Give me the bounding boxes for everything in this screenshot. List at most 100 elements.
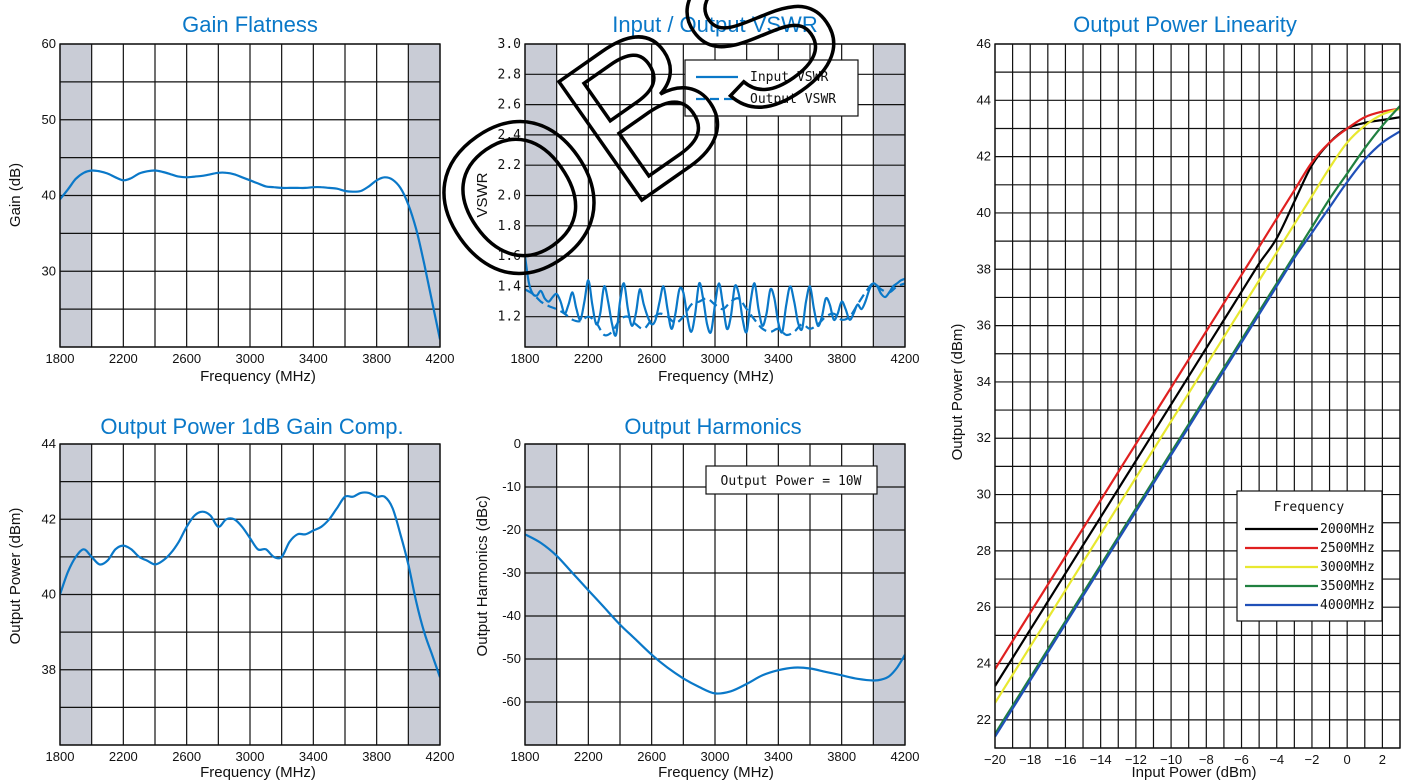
shaded-band — [525, 444, 557, 745]
chart-title: Input / Output VSWR — [612, 12, 817, 37]
y-tick-label: 3.0 — [498, 37, 521, 52]
y-tick-label: 32 — [977, 430, 991, 445]
y-tick-label: -60 — [502, 694, 521, 709]
x-tick-label: 3000 — [701, 351, 730, 366]
y-tick-label: 46 — [977, 36, 991, 51]
y-tick-label: 30 — [977, 487, 991, 502]
x-tick-label: 1800 — [511, 749, 540, 764]
y-tick-label: 2.6 — [498, 98, 521, 113]
legend-title: Frequency — [1274, 500, 1345, 515]
x-tick-label: 4200 — [891, 749, 920, 764]
plot-frame — [59, 443, 441, 746]
y-tick-label: 1.8 — [498, 219, 521, 234]
y-tick-label: 38 — [42, 662, 56, 677]
y-tick-label: -40 — [502, 608, 521, 623]
x-tick-label: 3400 — [299, 351, 328, 366]
y-tick-label: 22 — [977, 712, 991, 727]
legend-label: 3000MHz — [1320, 560, 1375, 575]
y-tick-label: 0 — [514, 436, 521, 451]
x-axis-label: Input Power (dBm) — [1131, 764, 1256, 781]
x-tick-label: −12 — [1125, 752, 1147, 767]
y-tick-label: 24 — [977, 656, 991, 671]
x-tick-label: 4200 — [426, 749, 455, 764]
output-power-linearity-chart: Output Power Linearity Input Power (dBm)… — [949, 12, 1401, 781]
x-tick-label: 3400 — [764, 351, 793, 366]
legend-label: 4000MHz — [1320, 598, 1375, 613]
x-tick-label: 3000 — [701, 749, 730, 764]
y-tick-label: 1.4 — [498, 279, 522, 294]
series-line — [60, 169, 440, 340]
x-tick-label: 0 — [1344, 752, 1351, 767]
x-tick-label: 4200 — [426, 351, 455, 366]
x-tick-label: 3000 — [236, 351, 265, 366]
y-tick-label: 60 — [42, 36, 56, 51]
x-tick-label: 3800 — [362, 749, 391, 764]
plot-frame — [524, 43, 906, 348]
series-line — [60, 491, 440, 678]
y-tick-label: 30 — [42, 263, 56, 278]
y-tick-label: 42 — [42, 511, 56, 526]
y-tick-label: 38 — [977, 261, 991, 276]
annotation-box — [705, 465, 878, 495]
chart-title: Output Power Linearity — [1073, 12, 1297, 37]
y-tick-label: 40 — [42, 188, 56, 203]
x-tick-label: 3800 — [827, 351, 856, 366]
legend-box — [1236, 490, 1383, 622]
legend-label-input: Input VSWR — [750, 70, 828, 85]
plot-frame — [59, 43, 441, 348]
y-tick-label: 28 — [977, 543, 991, 558]
legend-label: 2000MHz — [1320, 522, 1375, 537]
y-axis-label: Output Power (dBm) — [7, 508, 24, 645]
legend-box — [684, 59, 859, 117]
x-tick-label: 3400 — [764, 749, 793, 764]
series-line-output-vswr — [525, 282, 905, 337]
y-tick-label: 40 — [977, 205, 991, 220]
x-tick-label: 1800 — [46, 351, 75, 366]
y-tick-label: 26 — [977, 599, 991, 614]
harmonics-chart: Output Harmonics Frequency (MHz) Output … — [474, 414, 919, 781]
gain-flatness-chart: Gain Flatness Frequency (MHz) Gain (dB) … — [7, 12, 454, 385]
y-tick-label: 44 — [42, 436, 56, 451]
series-line-2500mhz — [995, 107, 1400, 670]
series-line-3500mhz — [995, 105, 1400, 735]
x-tick-label: 2600 — [637, 351, 666, 366]
y-axis-label: Gain (dB) — [7, 163, 24, 227]
x-tick-label: −4 — [1269, 752, 1284, 767]
x-axis-label: Frequency (MHz) — [200, 764, 316, 781]
y-tick-label: 44 — [977, 92, 991, 107]
y-tick-label: -10 — [502, 479, 521, 494]
y-tick-label: 36 — [977, 318, 991, 333]
x-tick-label: 2200 — [109, 351, 138, 366]
p1db-chart: Output Power 1dB Gain Comp. Frequency (M… — [7, 414, 454, 781]
x-tick-label: 2600 — [172, 749, 201, 764]
x-tick-label: 3400 — [299, 749, 328, 764]
plot-frame — [994, 43, 1401, 749]
x-tick-label: −18 — [1019, 752, 1041, 767]
x-tick-label: −2 — [1305, 752, 1320, 767]
series-line-3000mhz — [995, 107, 1400, 704]
y-tick-label: 1.6 — [498, 249, 521, 264]
y-tick-label: 2.4 — [498, 128, 522, 143]
x-tick-label: 1800 — [511, 351, 540, 366]
chart-title: Output Power 1dB Gain Comp. — [100, 414, 403, 439]
y-tick-label: 40 — [42, 587, 56, 602]
y-axis-label: Output Power (dBm) — [949, 324, 966, 461]
x-tick-label: −14 — [1090, 752, 1112, 767]
y-tick-label: -30 — [502, 565, 521, 580]
series-line — [525, 533, 905, 695]
x-tick-label: 2600 — [637, 749, 666, 764]
y-tick-label: 50 — [42, 112, 56, 127]
x-tick-label: 2 — [1379, 752, 1386, 767]
x-tick-label: 3800 — [827, 749, 856, 764]
x-tick-label: 1800 — [46, 749, 75, 764]
x-tick-label: 3800 — [362, 351, 391, 366]
y-axis-label: VSWR — [474, 172, 491, 217]
x-tick-label: −6 — [1234, 752, 1249, 767]
x-tick-label: −16 — [1054, 752, 1076, 767]
x-tick-label: 3000 — [236, 749, 265, 764]
x-tick-label: −10 — [1160, 752, 1182, 767]
y-tick-label: 34 — [977, 374, 991, 389]
chart-title: Gain Flatness — [182, 12, 318, 37]
x-tick-label: 2200 — [109, 749, 138, 764]
